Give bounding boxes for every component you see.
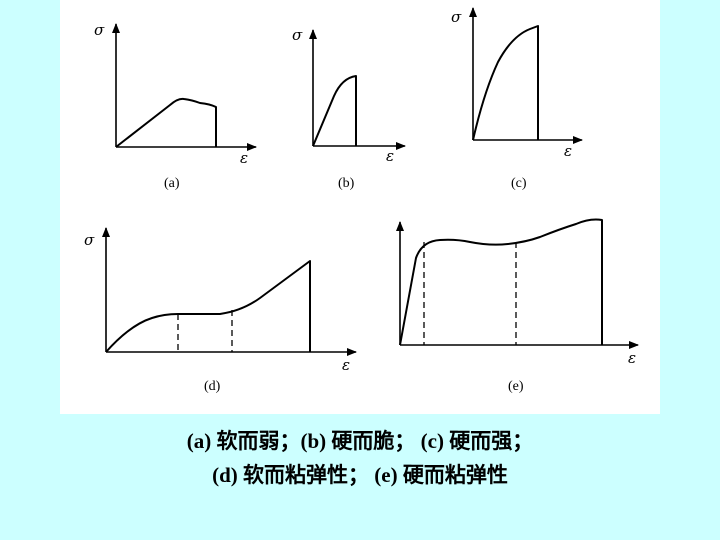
panel-e-label: (e)	[508, 379, 524, 394]
panel-d-strain-symbol: ε	[342, 356, 350, 374]
panel-c-curve	[472, 25, 539, 141]
panel-d-curve	[105, 260, 311, 353]
panel-d-stress-symbol: σ	[84, 231, 95, 249]
panel-c-strain-symbol: ε	[564, 142, 572, 160]
panel-e-curve	[399, 218, 603, 346]
panel-b-strain-symbol: ε	[386, 147, 394, 165]
panel-b-curve	[312, 75, 357, 147]
panel-c-stress-symbol: σ	[451, 8, 462, 26]
panel-b-stress-symbol: σ	[292, 26, 303, 44]
panel-a-label: (a)	[164, 176, 180, 191]
panel-e-strain-symbol: ε	[628, 349, 636, 367]
panel-e: ε (e)	[396, 218, 639, 394]
panel-a: σ ε (a)	[94, 21, 257, 191]
caption-line-2: (d) 软而粘弹性； (e) 硬而粘弹性	[212, 463, 508, 487]
panel-a-curve	[115, 97, 217, 148]
panel-a-strain-symbol: ε	[240, 149, 248, 167]
panel-c: σ ε (c)	[451, 7, 583, 191]
caption-line-1: (a) 软而弱；(b) 硬而脆； (c) 硬而强；	[186, 429, 534, 453]
panel-d: σ ε (d)	[84, 227, 357, 394]
panel-b: σ ε (b)	[292, 26, 406, 191]
panel-c-label: (c)	[511, 176, 527, 191]
stress-strain-diagram: σ ε (a) σ ε (b) σ ε (c)	[84, 7, 639, 394]
panel-d-label: (d)	[204, 379, 221, 394]
figure-caption: (a) 软而弱；(b) 硬而脆； (c) 硬而强； (d) 软而粘弹性； (e)…	[0, 424, 720, 492]
stress-strain-figure: σ ε (a) σ ε (b) σ ε (c)	[60, 0, 660, 414]
panel-a-stress-symbol: σ	[94, 21, 105, 39]
panel-b-label: (b)	[338, 176, 355, 191]
